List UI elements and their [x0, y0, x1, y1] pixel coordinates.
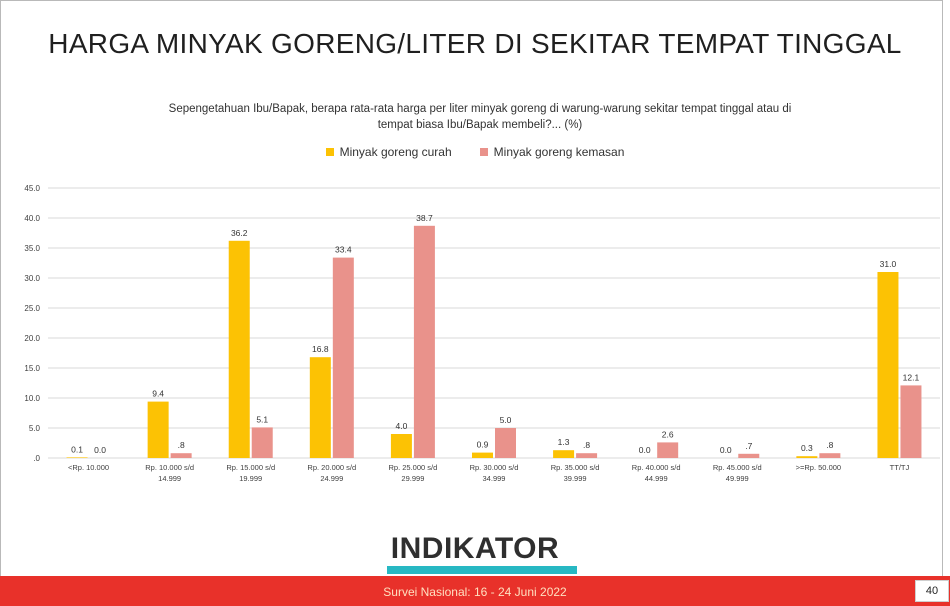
x-tick-label: Rp. 40.000 s/d: [632, 463, 681, 472]
chart-legend: Minyak goreng curah Minyak goreng kemasa…: [0, 145, 950, 159]
question-text-line1: Sepengetahuan Ibu/Bapak, berapa rata-rat…: [168, 103, 792, 115]
x-tick-label: 24.999: [320, 474, 343, 483]
y-tick-label: 30.0: [24, 274, 40, 283]
bar-curah: [472, 452, 493, 458]
data-label-curah: 4.0: [395, 421, 407, 431]
bar-chart: .0 5.0 10.0 15.0 20.0 25.0 30.0 35.0 40.0 45.0 0.1…: [24, 184, 940, 483]
footer-survey-text: Survei Nasional: 16 - 24 Juni 2022: [383, 585, 567, 599]
x-tick-label: Rp. 35.000 s/d: [551, 463, 600, 472]
x-tick-label: 44.999: [645, 474, 668, 483]
legend-item-kemasan: Minyak goreng kemasan: [479, 145, 625, 159]
data-label-kemasan: 5.1: [256, 414, 268, 424]
data-label-curah: 0.1: [71, 444, 83, 454]
x-tick-label: 14.999: [158, 474, 181, 483]
data-label-kemasan: 2.6: [662, 429, 674, 439]
x-tick-label: Rp. 15.000 s/d: [226, 463, 275, 472]
bar-curah: [147, 401, 169, 458]
data-label-curah: 0.0: [720, 445, 732, 455]
bar-curah: [309, 357, 331, 458]
legend-label-curah: Minyak goreng curah: [339, 145, 452, 159]
bar-curah: [228, 240, 250, 458]
data-label-curah: 0.0: [639, 445, 651, 455]
data-label-kemasan: .8: [583, 440, 590, 450]
bar-curah: [796, 456, 818, 458]
x-tick-label: Rp. 30.000 s/d: [470, 463, 519, 472]
logo-underline: [387, 566, 577, 574]
data-label-curah: 0.3: [801, 443, 813, 453]
data-label-kemasan: .8: [178, 440, 185, 450]
bar-kemasan: [576, 453, 598, 458]
bar-kemasan: [413, 225, 435, 458]
bar-kemasan: [332, 257, 354, 458]
legend-label-kemasan: Minyak goreng kemasan: [493, 145, 625, 159]
legend-swatch-kemasan: [479, 148, 488, 156]
y-tick-label: 15.0: [24, 364, 40, 373]
x-tick-label: TT/TJ: [890, 463, 910, 472]
data-label-curah: 36.2: [231, 228, 248, 238]
y-tick-label: 40.0: [24, 214, 40, 223]
footer-bar: [0, 576, 950, 606]
bar-kemasan: [251, 427, 273, 458]
data-label-kemasan: .7: [745, 441, 752, 451]
question-text-line2: tempat biasa Ibu/Bapak membeli?... (%): [377, 119, 583, 131]
slide-title: HARGA MINYAK GORENG/LITER DI SEKITAR TEM…: [48, 28, 902, 59]
bar-curah: [66, 457, 88, 458]
data-label-kemasan: 5.0: [500, 415, 512, 425]
legend-item-curah: Minyak goreng curah: [325, 145, 452, 159]
x-tick-label: >=Rp. 50.000: [796, 463, 841, 472]
data-label-kemasan: 33.4: [335, 245, 352, 255]
bar-curah: [553, 450, 575, 458]
x-tick-label: 39.999: [564, 474, 587, 483]
y-tick-label: 35.0: [24, 244, 40, 253]
data-label-kemasan: 0.0: [94, 445, 106, 455]
bar-kemasan: [900, 385, 922, 458]
y-tick-label: .0: [33, 454, 40, 463]
y-tick-label: 25.0: [24, 304, 40, 313]
bar-kemasan: [170, 453, 192, 458]
question-text: Sepengetahuan Ibu/Bapak, berapa rata-rat…: [100, 101, 860, 133]
x-tick-label: <Rp. 10.000: [68, 463, 109, 472]
data-label-curah: 31.0: [880, 259, 897, 269]
data-label-kemasan: .8: [826, 440, 833, 450]
indikator-logo: INDIKATOR: [0, 532, 950, 566]
data-label-kemasan: 12.1: [903, 372, 920, 382]
y-tick-label: 10.0: [24, 394, 40, 403]
bar-kemasan: [819, 453, 841, 458]
legend-swatch-curah: [325, 148, 334, 156]
bar-curah: [877, 272, 899, 458]
logo-text: INDIKATOR: [390, 532, 560, 565]
data-label-curah: 16.8: [312, 344, 329, 354]
bar-kemasan: [657, 442, 679, 458]
data-label-curah: 9.4: [152, 389, 164, 399]
data-label-kemasan: 38.7: [416, 213, 433, 223]
x-tick-label: Rp. 25.000 s/d: [389, 463, 438, 472]
y-tick-label: 45.0: [24, 184, 40, 193]
x-tick-label: 19.999: [239, 474, 262, 483]
bar-curah: [390, 434, 412, 458]
x-tick-label: Rp. 20.000 s/d: [307, 463, 356, 472]
x-tick-label: 49.999: [726, 474, 749, 483]
y-tick-label: 20.0: [24, 334, 40, 343]
bar-kemasan: [738, 453, 760, 458]
x-tick-label: 34.999: [483, 474, 506, 483]
page-number: 40: [915, 580, 949, 602]
y-tick-label: 5.0: [29, 424, 41, 433]
x-tick-label: Rp. 45.000 s/d: [713, 463, 762, 472]
data-label-curah: 1.3: [558, 437, 570, 447]
data-label-curah: 0.9: [477, 440, 489, 450]
x-tick-label: Rp. 10.000 s/d: [145, 463, 194, 472]
x-tick-label: 29.999: [401, 474, 424, 483]
bar-kemasan: [495, 428, 516, 458]
